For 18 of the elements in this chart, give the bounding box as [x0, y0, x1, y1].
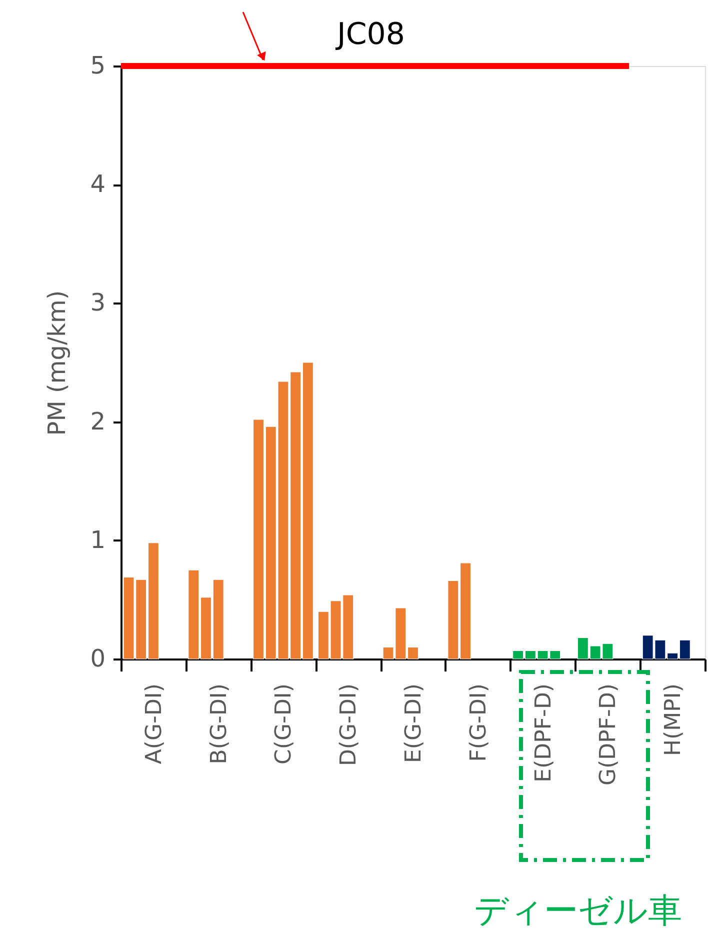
x-tick-label: F(G-DI) [466, 684, 492, 762]
y-tick-label: 5 [90, 52, 106, 80]
x-tick-label: G(DPF-D) [596, 684, 622, 786]
x-tick-label: C(G-DI) [272, 684, 297, 764]
y-tick-label: 4 [90, 170, 106, 198]
y-tick-label: 1 [90, 526, 106, 554]
x-tick-label: E(DPF-D) [531, 684, 556, 782]
y-tick-label: 0 [90, 644, 106, 672]
x-tick-label: B(G-DI) [206, 684, 232, 764]
y-tick-label: 2 [90, 407, 106, 436]
ref-line-label: JC08 [335, 17, 405, 52]
x-tick-label: D(G-DI) [336, 684, 362, 766]
y-axis-title: PM (mg/km) [43, 290, 72, 436]
y-tick-label: 3 [90, 288, 106, 317]
text: ディーゼル車 [474, 891, 682, 931]
x-tick-label: A(G-DI) [142, 684, 167, 764]
x-tick-label: E(G-DI) [402, 684, 426, 763]
x-tick-label: H(MPI) [661, 684, 686, 756]
